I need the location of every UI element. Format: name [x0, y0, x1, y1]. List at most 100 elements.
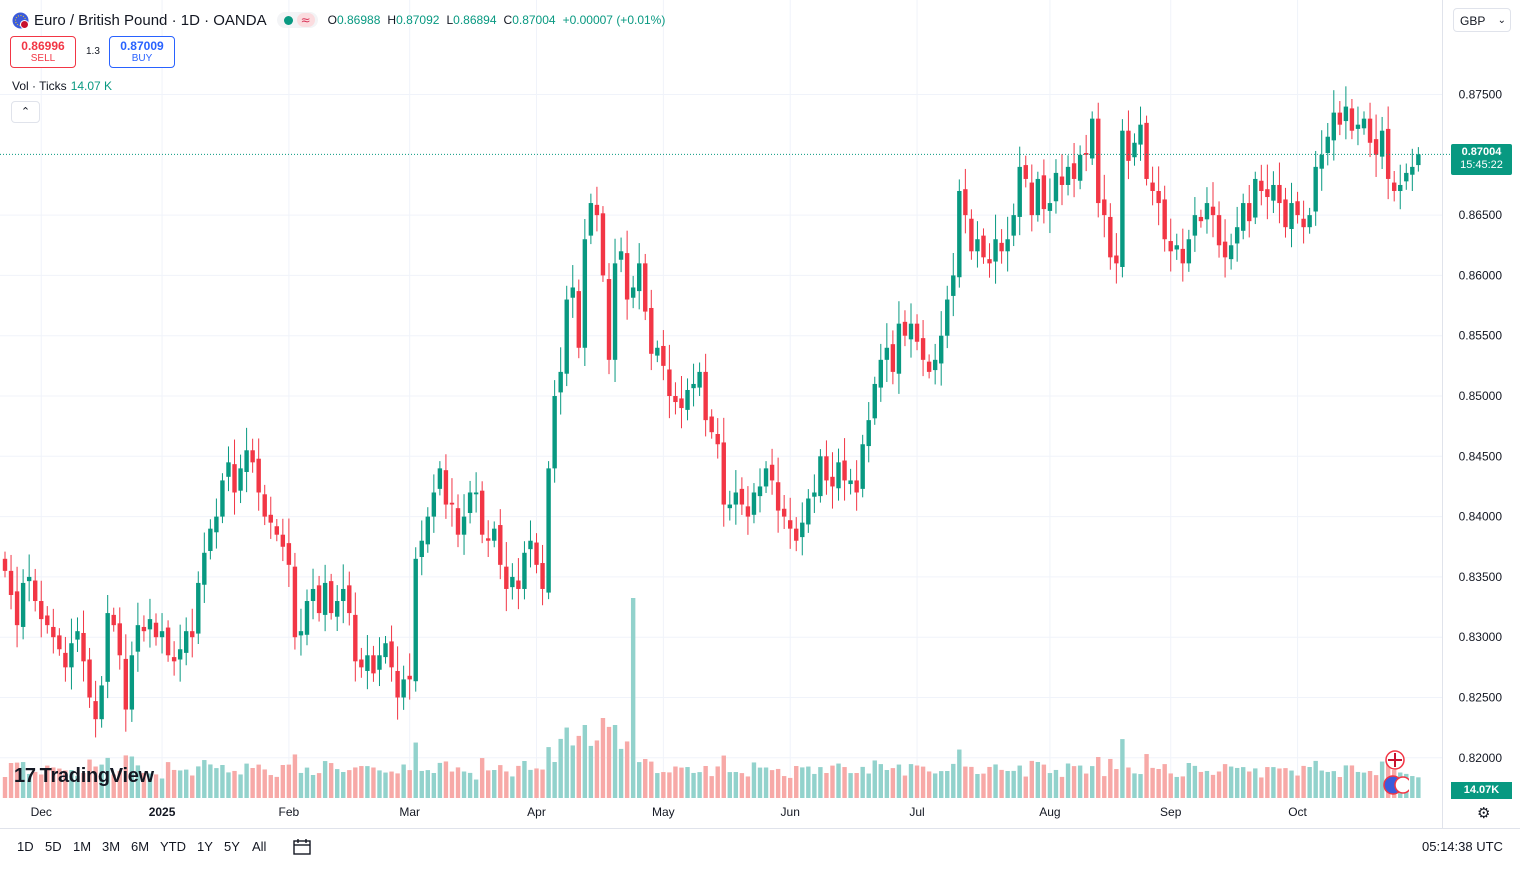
- candle-body: [1023, 165, 1028, 179]
- candle-body: [896, 323, 902, 374]
- volume-bar: [703, 766, 708, 798]
- candle-body: [552, 396, 557, 469]
- candle-body: [1138, 124, 1143, 145]
- volume-bar: [679, 767, 684, 798]
- currency-dropdown[interactable]: GBP ⌄: [1453, 8, 1511, 32]
- candle-body: [111, 614, 116, 626]
- volume-legend[interactable]: Vol · Ticks 14.07 K: [12, 79, 112, 93]
- candle-body: [848, 480, 853, 485]
- candle-body: [618, 251, 624, 260]
- candle-body: [890, 344, 896, 372]
- range-1y-button[interactable]: 1Y: [197, 839, 213, 854]
- volume-bar: [87, 759, 92, 798]
- ohlc-values: O 0.86988 H 0.87092 L 0.86894 C 0.87004 +0.0…: [328, 13, 673, 27]
- volume-bar: [600, 718, 606, 798]
- range-3m-button[interactable]: 3M: [102, 839, 121, 854]
- volume-bar: [546, 747, 551, 798]
- volume-bar: [1065, 763, 1071, 798]
- volume-bar: [153, 774, 159, 798]
- volume-bar: [1355, 771, 1361, 798]
- candle-body: [957, 191, 962, 278]
- volume-bar: [413, 742, 418, 798]
- volume-bar: [1035, 762, 1041, 798]
- candle-body: [697, 371, 702, 388]
- gb-event-icon-2[interactable]: [1394, 776, 1409, 794]
- candle-body: [794, 528, 799, 541]
- candle-body: [582, 239, 588, 348]
- range-ytd-button[interactable]: YTD: [160, 839, 186, 854]
- candle-body: [226, 462, 231, 477]
- candle-body: [1373, 139, 1379, 155]
- volume-bar: [504, 771, 509, 798]
- volume-bar: [1150, 767, 1155, 798]
- symbol-title[interactable]: Euro / British Pound · 1D · OANDA: [34, 11, 267, 29]
- volume-bar: [896, 764, 902, 798]
- candle-body: [159, 631, 165, 638]
- volume-bar: [697, 772, 702, 798]
- clock-utc[interactable]: 05:14:38 UTC: [1422, 839, 1503, 854]
- volume-bar: [455, 767, 461, 798]
- volume-bar: [45, 765, 50, 798]
- candle-body: [262, 494, 267, 517]
- range-5d-button[interactable]: 5D: [45, 839, 62, 854]
- volume-bar: [709, 776, 714, 798]
- time-axis[interactable]: Dec 2025 Feb Mar Apr May Jun Jul Aug Sep Oct: [31, 805, 1308, 819]
- range-1m-button[interactable]: 1M: [73, 839, 92, 854]
- calendar-range-icon[interactable]: [292, 837, 312, 857]
- volume-bar: [818, 767, 823, 798]
- event-flag-icons[interactable]: [1381, 750, 1409, 796]
- candle-body: [1367, 118, 1373, 143]
- volume-bar: [649, 761, 654, 798]
- candle-body: [353, 614, 358, 662]
- volume-bar: [26, 773, 32, 798]
- volume-bar: [1210, 774, 1216, 798]
- candle-body: [147, 619, 153, 630]
- range-1d-button[interactable]: 1D: [17, 839, 34, 854]
- candle-body: [1222, 241, 1228, 258]
- candle-body: [473, 492, 479, 495]
- candle-body: [479, 490, 485, 535]
- candle-body: [256, 458, 261, 493]
- price-chart[interactable]: 0.87500 0.86500 0.86000 0.85500 0.85000 0.845…: [0, 0, 1520, 828]
- high-key: H: [387, 13, 397, 27]
- candle-body: [661, 345, 666, 366]
- candle-body: [812, 492, 817, 497]
- buy-label: BUY: [131, 53, 153, 64]
- volume-bar: [1222, 764, 1228, 798]
- volume-bar: [914, 765, 920, 798]
- sell-price: 0.86996: [21, 39, 65, 53]
- price-axis[interactable]: 0.87500 0.86500 0.86000 0.85500 0.85000 0.845…: [1459, 88, 1503, 765]
- volume-bar: [1083, 773, 1089, 798]
- candle-body: [1090, 118, 1095, 159]
- candle-body: [165, 627, 171, 656]
- volume-bar: [377, 770, 382, 798]
- candle-body: [1247, 203, 1252, 222]
- candle-body: [1319, 154, 1324, 169]
- volume-bar: [1283, 768, 1288, 798]
- symbol-legend[interactable]: Euro / British Pound · 1D · OANDA ≈ O 0.8…: [12, 10, 672, 30]
- time-tick-label: May: [652, 805, 675, 819]
- volume-bar: [1053, 769, 1059, 798]
- chevron-up-icon[interactable]: ⌃: [11, 101, 40, 123]
- candle-body: [244, 450, 249, 472]
- volume-bar: [322, 761, 328, 798]
- volume-bar: [1198, 771, 1204, 798]
- candle-body: [232, 464, 237, 493]
- buy-button[interactable]: 0.87009 BUY: [109, 36, 175, 68]
- range-6m-button[interactable]: 6M: [131, 839, 150, 854]
- range-all-button[interactable]: All: [252, 839, 267, 854]
- tradingview-logo[interactable]: 17 TradingView: [14, 765, 154, 788]
- range-5y-button[interactable]: 5Y: [224, 839, 240, 854]
- candle-body: [1301, 218, 1306, 228]
- candle-body: [926, 361, 932, 372]
- volume-bar: [1295, 775, 1300, 798]
- sell-button[interactable]: 0.86996 SELL: [10, 36, 76, 68]
- settings-gear-icon[interactable]: ⚙: [1477, 805, 1491, 822]
- low-value: 0.86894: [453, 13, 497, 27]
- market-status-badge[interactable]: ≈: [276, 12, 318, 28]
- candle-body: [455, 508, 461, 535]
- candle-body: [1053, 172, 1059, 202]
- volume-bar: [618, 748, 624, 798]
- volume-bar: [292, 754, 298, 798]
- candle-body: [1313, 166, 1318, 212]
